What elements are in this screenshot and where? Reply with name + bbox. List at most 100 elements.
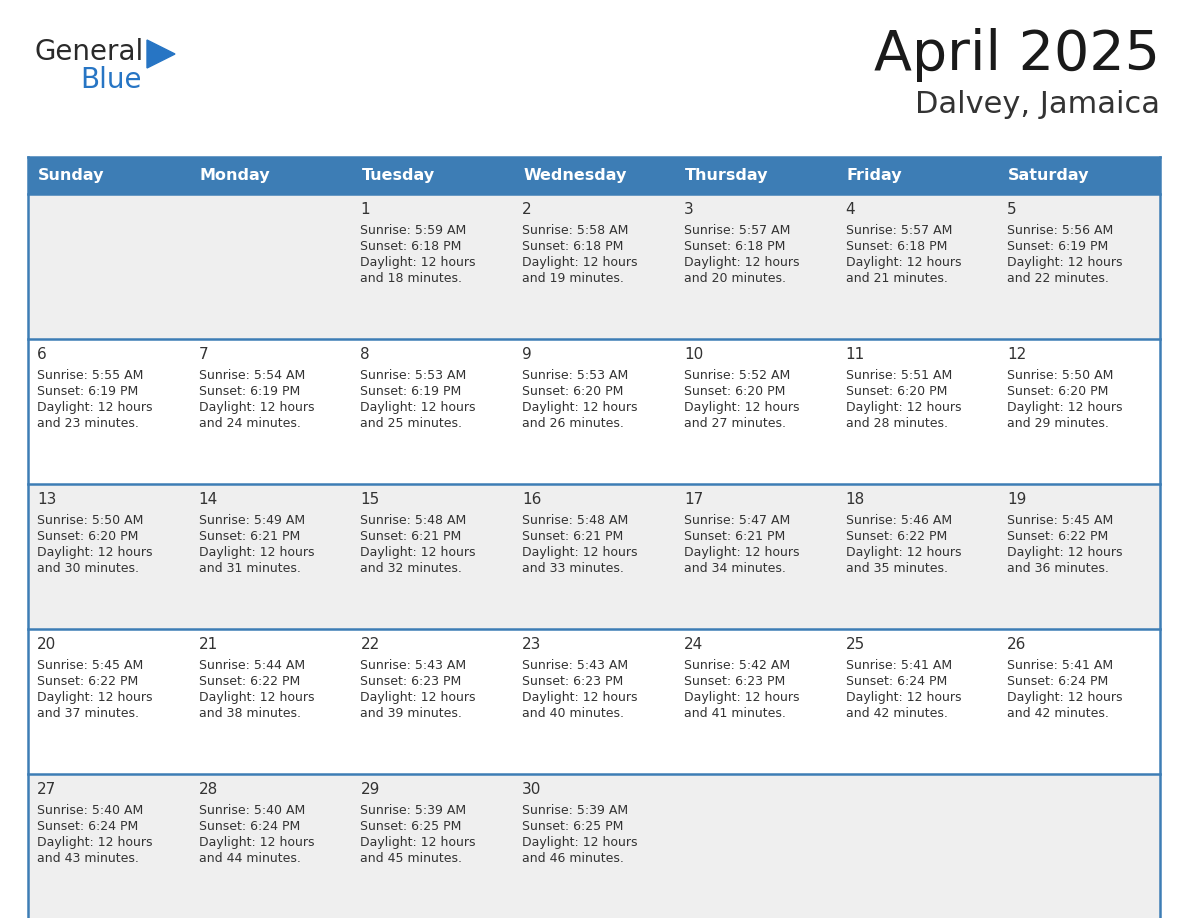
Text: 28: 28 [198,782,217,797]
Text: Sunset: 6:19 PM: Sunset: 6:19 PM [198,385,299,398]
Text: Sunrise: 5:43 AM: Sunrise: 5:43 AM [523,659,628,672]
Text: Sunrise: 5:41 AM: Sunrise: 5:41 AM [1007,659,1113,672]
Text: Sunrise: 5:50 AM: Sunrise: 5:50 AM [37,514,144,527]
Text: Sunrise: 5:45 AM: Sunrise: 5:45 AM [1007,514,1113,527]
Text: Sunset: 6:18 PM: Sunset: 6:18 PM [360,240,462,253]
Text: Sunrise: 5:51 AM: Sunrise: 5:51 AM [846,369,952,382]
Text: Daylight: 12 hours: Daylight: 12 hours [846,546,961,559]
Text: Sunrise: 5:49 AM: Sunrise: 5:49 AM [198,514,305,527]
Text: April 2025: April 2025 [874,28,1159,82]
Text: Daylight: 12 hours: Daylight: 12 hours [198,546,314,559]
Text: 19: 19 [1007,492,1026,507]
Text: and 21 minutes.: and 21 minutes. [846,272,948,285]
Text: and 42 minutes.: and 42 minutes. [1007,707,1110,720]
Bar [29,157,1159,194]
Text: 17: 17 [684,492,703,507]
Text: 21: 21 [198,637,217,652]
Text: and 29 minutes.: and 29 minutes. [1007,417,1110,430]
Text: Daylight: 12 hours: Daylight: 12 hours [523,836,638,849]
Text: Sunrise: 5:43 AM: Sunrise: 5:43 AM [360,659,467,672]
Text: and 38 minutes.: and 38 minutes. [198,707,301,720]
Text: Sunset: 6:21 PM: Sunset: 6:21 PM [523,530,624,543]
Bar [29,774,1159,918]
Text: 9: 9 [523,347,532,362]
Text: Thursday: Thursday [684,168,769,183]
Text: Sunset: 6:20 PM: Sunset: 6:20 PM [1007,385,1108,398]
Text: and 37 minutes.: and 37 minutes. [37,707,139,720]
Text: and 31 minutes.: and 31 minutes. [198,562,301,575]
Text: Daylight: 12 hours: Daylight: 12 hours [523,256,638,269]
Text: Daylight: 12 hours: Daylight: 12 hours [1007,691,1123,704]
Text: Sunset: 6:25 PM: Sunset: 6:25 PM [523,820,624,833]
Text: Sunset: 6:18 PM: Sunset: 6:18 PM [523,240,624,253]
Text: and 20 minutes.: and 20 minutes. [684,272,785,285]
Text: Sunrise: 5:59 AM: Sunrise: 5:59 AM [360,224,467,237]
Text: 24: 24 [684,637,703,652]
Text: Sunrise: 5:41 AM: Sunrise: 5:41 AM [846,659,952,672]
Text: Sunset: 6:22 PM: Sunset: 6:22 PM [37,675,138,688]
Text: and 46 minutes.: and 46 minutes. [523,852,624,865]
Text: Sunset: 6:24 PM: Sunset: 6:24 PM [198,820,299,833]
Text: Daylight: 12 hours: Daylight: 12 hours [523,546,638,559]
Text: Daylight: 12 hours: Daylight: 12 hours [684,691,800,704]
Text: Sunrise: 5:42 AM: Sunrise: 5:42 AM [684,659,790,672]
Text: Sunrise: 5:53 AM: Sunrise: 5:53 AM [523,369,628,382]
Bar [29,629,1159,774]
Text: Sunset: 6:25 PM: Sunset: 6:25 PM [360,820,462,833]
Text: Daylight: 12 hours: Daylight: 12 hours [360,256,476,269]
Text: 5: 5 [1007,202,1017,217]
Text: Monday: Monday [200,168,271,183]
Text: Sunrise: 5:52 AM: Sunrise: 5:52 AM [684,369,790,382]
Text: Daylight: 12 hours: Daylight: 12 hours [37,836,152,849]
Text: Tuesday: Tuesday [361,168,435,183]
Text: Sunset: 6:22 PM: Sunset: 6:22 PM [1007,530,1108,543]
Text: and 45 minutes.: and 45 minutes. [360,852,462,865]
Text: Daylight: 12 hours: Daylight: 12 hours [684,256,800,269]
Text: Daylight: 12 hours: Daylight: 12 hours [846,401,961,414]
Text: and 36 minutes.: and 36 minutes. [1007,562,1110,575]
Bar [29,194,1159,339]
Text: and 23 minutes.: and 23 minutes. [37,417,139,430]
Text: Daylight: 12 hours: Daylight: 12 hours [37,546,152,559]
Text: Sunrise: 5:44 AM: Sunrise: 5:44 AM [198,659,305,672]
Text: and 19 minutes.: and 19 minutes. [523,272,624,285]
Text: 30: 30 [523,782,542,797]
Text: 27: 27 [37,782,56,797]
Text: Sunrise: 5:47 AM: Sunrise: 5:47 AM [684,514,790,527]
Bar [29,339,1159,484]
Text: Sunset: 6:23 PM: Sunset: 6:23 PM [360,675,462,688]
Text: 6: 6 [37,347,46,362]
Text: Sunrise: 5:40 AM: Sunrise: 5:40 AM [37,804,144,817]
Text: and 42 minutes.: and 42 minutes. [846,707,948,720]
Text: and 27 minutes.: and 27 minutes. [684,417,785,430]
Text: Daylight: 12 hours: Daylight: 12 hours [360,691,476,704]
Text: 11: 11 [846,347,865,362]
Text: Daylight: 12 hours: Daylight: 12 hours [846,256,961,269]
Text: 4: 4 [846,202,855,217]
Text: 26: 26 [1007,637,1026,652]
Text: Sunrise: 5:53 AM: Sunrise: 5:53 AM [360,369,467,382]
Text: Daylight: 12 hours: Daylight: 12 hours [37,401,152,414]
Text: 20: 20 [37,637,56,652]
Text: 8: 8 [360,347,369,362]
Text: Sunrise: 5:48 AM: Sunrise: 5:48 AM [523,514,628,527]
Polygon shape [147,40,175,68]
Bar [29,484,1159,629]
Text: 15: 15 [360,492,380,507]
Text: Sunset: 6:19 PM: Sunset: 6:19 PM [37,385,138,398]
Text: Daylight: 12 hours: Daylight: 12 hours [198,691,314,704]
Text: and 30 minutes.: and 30 minutes. [37,562,139,575]
Text: Sunset: 6:20 PM: Sunset: 6:20 PM [684,385,785,398]
Text: 22: 22 [360,637,380,652]
Text: Sunrise: 5:57 AM: Sunrise: 5:57 AM [684,224,790,237]
Text: Daylight: 12 hours: Daylight: 12 hours [684,401,800,414]
Text: Daylight: 12 hours: Daylight: 12 hours [198,836,314,849]
Text: Sunset: 6:20 PM: Sunset: 6:20 PM [846,385,947,398]
Text: Sunset: 6:24 PM: Sunset: 6:24 PM [37,820,138,833]
Text: and 43 minutes.: and 43 minutes. [37,852,139,865]
Text: Sunrise: 5:46 AM: Sunrise: 5:46 AM [846,514,952,527]
Text: Sunrise: 5:54 AM: Sunrise: 5:54 AM [198,369,305,382]
Text: Sunset: 6:22 PM: Sunset: 6:22 PM [198,675,299,688]
Text: Sunset: 6:19 PM: Sunset: 6:19 PM [1007,240,1108,253]
Text: Sunset: 6:23 PM: Sunset: 6:23 PM [523,675,624,688]
